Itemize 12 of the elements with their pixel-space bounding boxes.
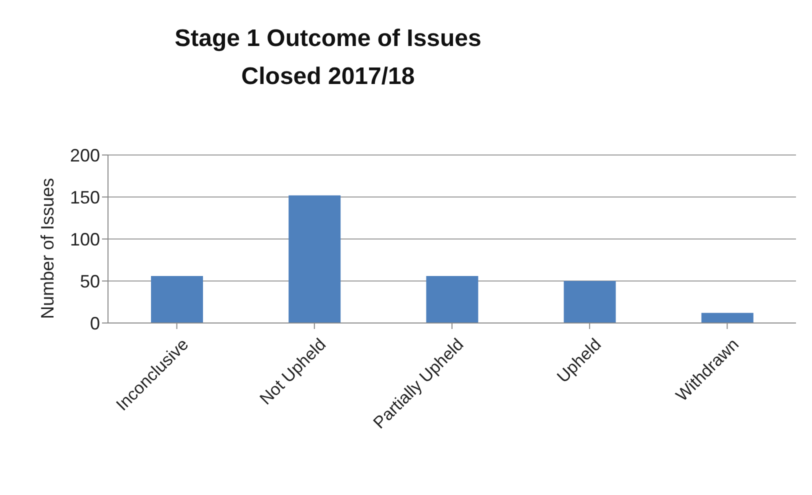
y-tick-label: 100: [70, 229, 100, 250]
y-axis-title: Number of Issues: [37, 178, 58, 319]
y-tick-label: 0: [90, 313, 100, 334]
y-tick-label: 150: [70, 187, 100, 208]
y-tick-label: 50: [80, 271, 100, 292]
bar: [564, 281, 616, 323]
bar: [426, 276, 478, 323]
bar: [701, 312, 754, 323]
bar: [288, 195, 341, 323]
chart-title: Stage 1 Outcome of Issues Closed 2017/18: [174, 24, 482, 92]
y-tick-label: 200: [70, 145, 100, 166]
bar: [151, 276, 203, 323]
